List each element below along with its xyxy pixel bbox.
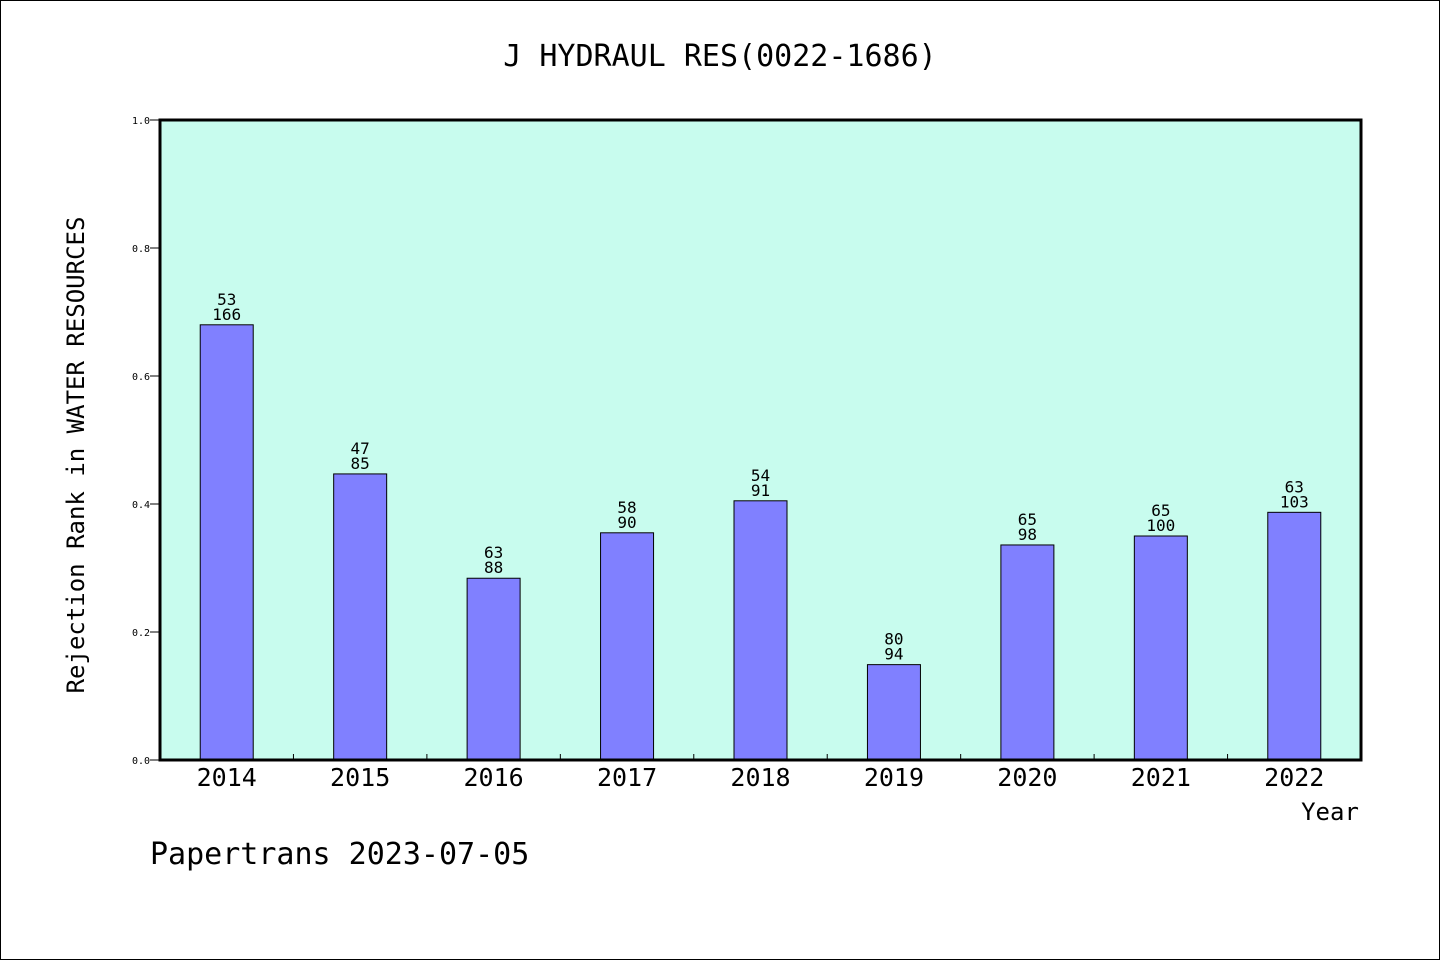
bar-label-top: 58: [617, 498, 636, 517]
bar-label-bottom: 91: [751, 481, 770, 500]
bar-2018: [733, 500, 788, 761]
bar-2014: [199, 324, 254, 761]
bar-label-bottom: 94: [884, 645, 903, 664]
bar-label-top: 65: [1018, 510, 1037, 529]
plot-border: [158, 118, 1363, 762]
x-tick-label: 2019: [864, 763, 924, 792]
bar-label-bottom: 88: [484, 558, 503, 577]
x-tick-label: 2014: [197, 763, 257, 792]
y-tick-label: 0.8: [132, 244, 150, 255]
bar-label-top: 47: [351, 439, 370, 458]
y-tick-label: 1.0: [132, 116, 150, 127]
y-tick-label: 0.0: [132, 756, 150, 767]
bar-label-top: 53: [217, 290, 236, 309]
x-tick-label: 2015: [330, 763, 390, 792]
bar-2021: [1133, 535, 1188, 761]
bar-label-bottom: 98: [1018, 525, 1037, 544]
chart-title: J HYDRAUL RES(0022-1686): [503, 39, 936, 74]
bar-label-bottom: 100: [1146, 516, 1175, 535]
footer-text: Papertrans 2023-07-05: [150, 837, 529, 872]
x-tick-label: 2016: [464, 763, 524, 792]
bar-2017: [600, 532, 655, 761]
y-axis-label: Rejection Rank in WATER RESOURCES: [62, 217, 90, 694]
y-tick-label: 0.4: [132, 500, 150, 511]
x-tick-label: 2020: [997, 763, 1057, 792]
y-tick-label: 0.6: [132, 372, 150, 383]
bar-label-bottom: 90: [617, 513, 636, 532]
bar-label-bottom: 103: [1280, 492, 1309, 511]
bar-label-top: 80: [884, 630, 903, 649]
x-tick-label: 2022: [1264, 763, 1324, 792]
y-tick-label: 0.2: [132, 628, 150, 639]
bars: [199, 324, 1322, 761]
bar-2015: [333, 473, 388, 761]
bar-label-top: 54: [751, 466, 770, 485]
bar-label-top: 63: [484, 543, 503, 562]
bar-2022: [1267, 511, 1322, 761]
x-tick-label: 2018: [730, 763, 790, 792]
bar-2019: [866, 664, 921, 761]
bar-2016: [466, 577, 521, 761]
y-axis: 0.0 0.2 0.4 0.6 0.8 1.0: [132, 116, 160, 767]
x-tick-label: 2021: [1131, 763, 1191, 792]
x-axis-label: Year: [1301, 798, 1359, 826]
bar-label-top: 65: [1151, 501, 1170, 520]
x-tick-label: 2017: [597, 763, 657, 792]
bar-label-bottom: 166: [212, 305, 241, 324]
bar-label-top: 63: [1285, 477, 1304, 496]
x-axis: 2014 2015 2016 2017 2018 2019 2020 2021 2022: [197, 754, 1324, 792]
bar-2020: [1000, 544, 1055, 761]
bar-label-bottom: 85: [351, 454, 370, 473]
